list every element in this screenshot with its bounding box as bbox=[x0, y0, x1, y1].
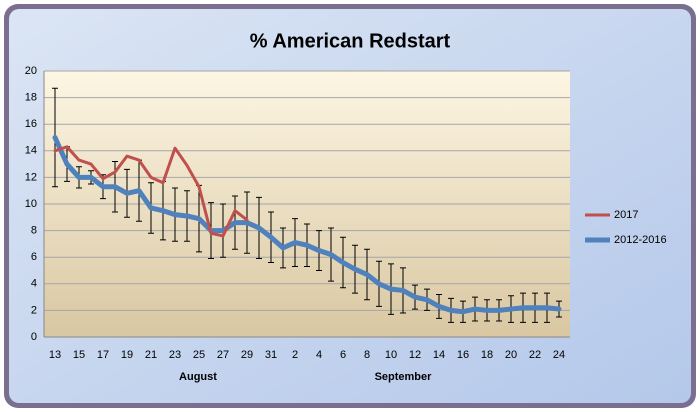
x-tick-label: 21 bbox=[145, 349, 157, 361]
x-tick-label: 4 bbox=[316, 349, 322, 361]
x-tick-label: 2 bbox=[292, 349, 298, 361]
y-tick-label: 20 bbox=[25, 65, 37, 77]
x-tick-label: 14 bbox=[433, 349, 445, 361]
x-tick-label: 6 bbox=[340, 349, 346, 361]
x-tick-label: 25 bbox=[193, 349, 205, 361]
series-line bbox=[53, 145, 249, 238]
x-tick-label: 31 bbox=[265, 349, 277, 361]
group-label: August bbox=[179, 371, 217, 383]
legend-label: 2012-2016 bbox=[614, 234, 667, 246]
group-label: September bbox=[375, 371, 433, 383]
series-line bbox=[52, 135, 562, 315]
y-tick-label: 12 bbox=[25, 171, 37, 183]
x-tick-label: 17 bbox=[97, 349, 109, 361]
y-tick-label: 4 bbox=[31, 278, 37, 290]
x-tick-label: 22 bbox=[529, 349, 541, 361]
x-tick-label: 27 bbox=[217, 349, 229, 361]
x-tick-label: 8 bbox=[364, 349, 370, 361]
x-tick-label: 12 bbox=[409, 349, 421, 361]
x-tick-label: 10 bbox=[385, 349, 397, 361]
legend-label: 2017 bbox=[614, 209, 638, 221]
x-tick-label: 19 bbox=[121, 349, 133, 361]
y-tick-label: 14 bbox=[25, 145, 37, 157]
y-tick-label: 18 bbox=[25, 92, 37, 104]
y-tick-label: 0 bbox=[31, 331, 37, 343]
y-tick-label: 10 bbox=[25, 198, 37, 210]
y-tick-label: 6 bbox=[31, 251, 37, 263]
x-tick-label: 24 bbox=[553, 349, 565, 361]
y-tick-label: 16 bbox=[25, 118, 37, 130]
x-tick-label: 13 bbox=[49, 349, 61, 361]
x-tick-label: 15 bbox=[73, 349, 85, 361]
y-tick-label: 2 bbox=[31, 304, 37, 316]
x-tick-label: 23 bbox=[169, 349, 181, 361]
x-tick-label: 20 bbox=[505, 349, 517, 361]
y-tick-label: 8 bbox=[31, 225, 37, 237]
x-tick-label: 29 bbox=[241, 349, 253, 361]
x-tick-label: 16 bbox=[457, 349, 469, 361]
chart-title: % American Redstart bbox=[250, 30, 451, 52]
x-tick-label: 18 bbox=[481, 349, 493, 361]
